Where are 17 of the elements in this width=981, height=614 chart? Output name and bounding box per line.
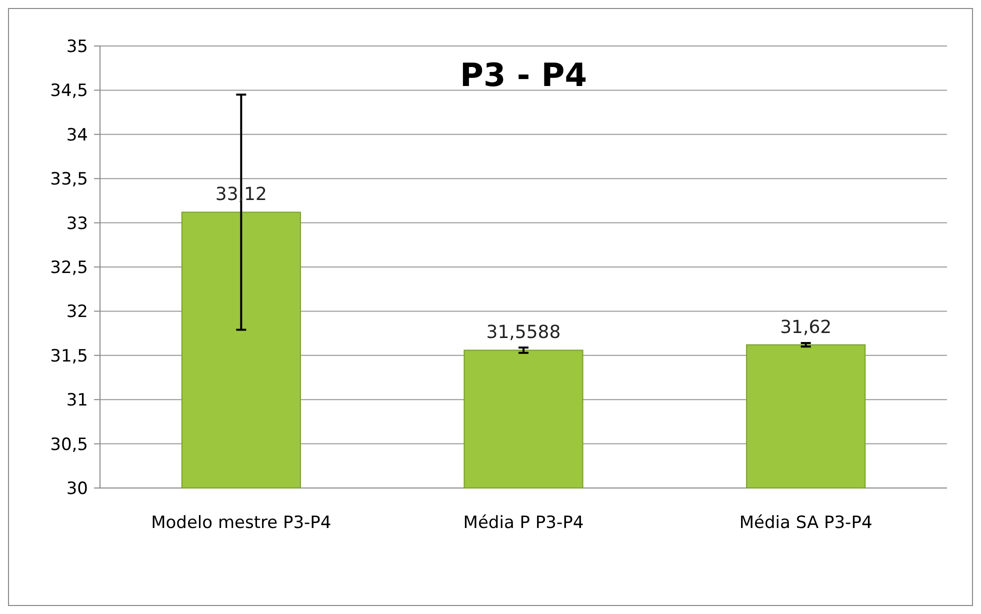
x-tick-label: Modelo mestre P3-P4 [151, 513, 332, 533]
y-tick-label: 35 [66, 36, 88, 57]
y-tick-label: 32,5 [50, 258, 88, 278]
x-tick-label: Média P P3-P4 [463, 513, 584, 533]
y-tick-label: 31 [66, 390, 88, 411]
y-tick-label: 30,5 [50, 434, 88, 455]
data-label: 31,62 [780, 316, 832, 338]
chart-title: P3 - P4 [460, 56, 587, 94]
y-tick-label: 34 [66, 125, 88, 146]
y-tick-label: 34,5 [50, 81, 88, 102]
data-label: 31,5588 [486, 322, 561, 344]
y-tick-label: 33,5 [50, 170, 88, 190]
y-tick-label: 33 [66, 214, 88, 234]
y-tick-label: 31,5 [50, 346, 88, 366]
y-tick-label: 32 [66, 302, 88, 322]
y-tick-label: 30 [66, 478, 88, 499]
x-tick-label: Média SA P3-P4 [739, 513, 872, 533]
